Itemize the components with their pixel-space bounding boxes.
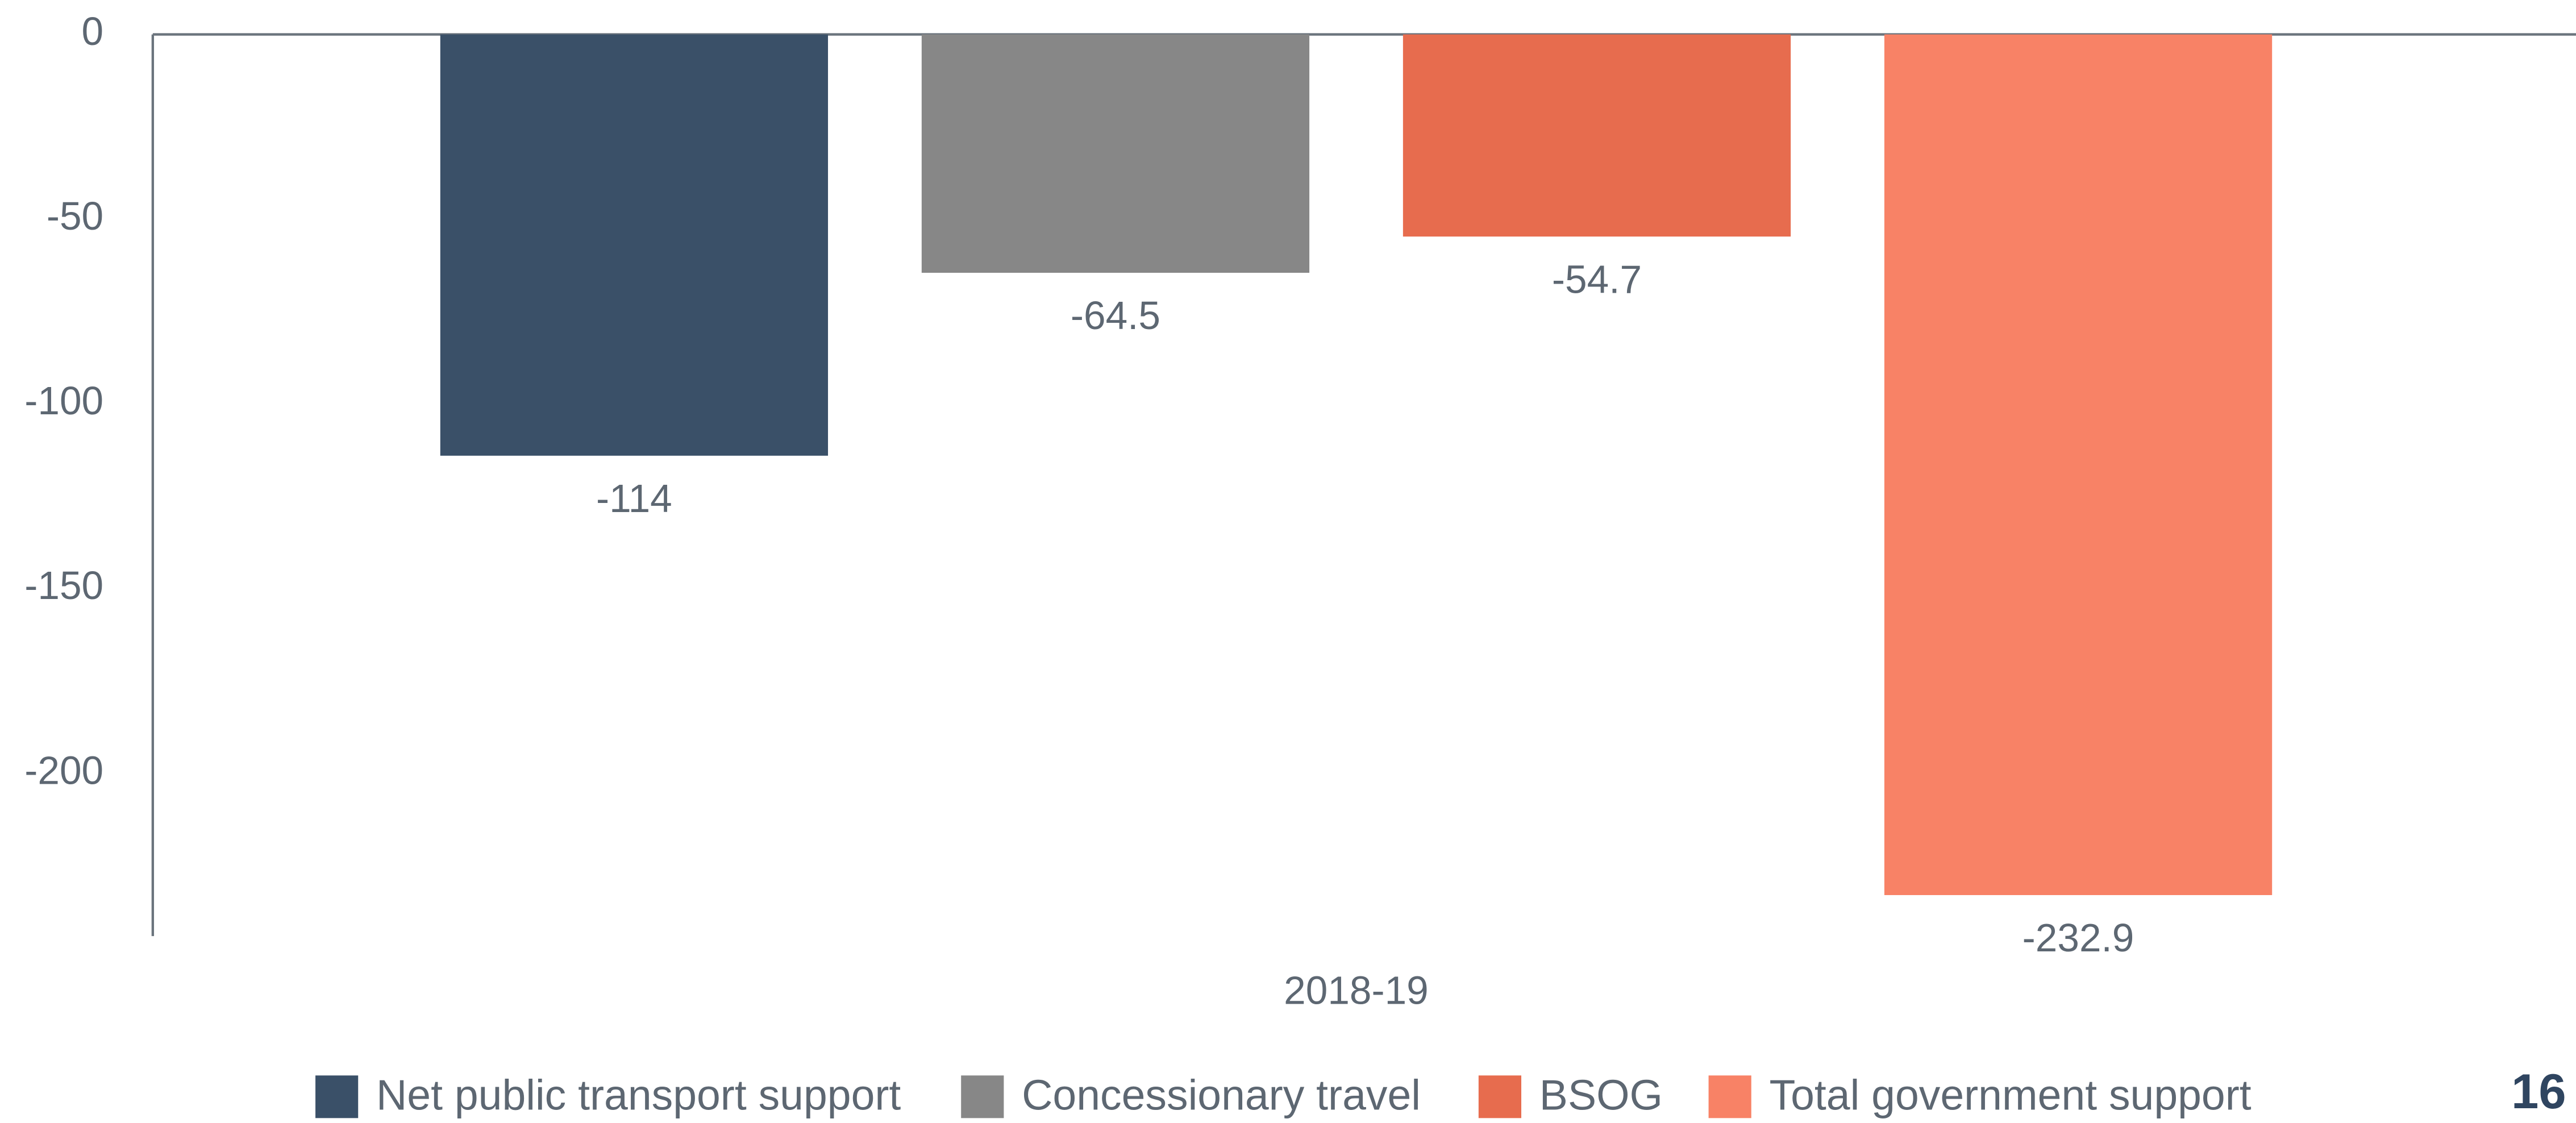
legend-swatch (1708, 1075, 1751, 1118)
legend-label: Total government support (1770, 1071, 2252, 1119)
y-tick-label: -150 (24, 563, 103, 608)
bar (921, 34, 1310, 273)
legend-label: Net public transport support (376, 1071, 901, 1119)
y-tick-label: -200 (24, 748, 103, 792)
legend-swatch (961, 1075, 1004, 1118)
y-tick-label: -100 (24, 379, 103, 423)
legend-swatch (1478, 1075, 1522, 1118)
bar (1403, 34, 1791, 237)
data-label: -114 (596, 476, 672, 521)
bar (1884, 34, 2273, 895)
data-label: -54.7 (1552, 257, 1642, 301)
y-tick-label: 0 (82, 9, 104, 53)
legend-label: BSOG (1539, 1071, 1663, 1119)
x-tick-label: 2018-19 (1284, 968, 1429, 1012)
legend-swatch (315, 1075, 359, 1118)
page-number: 16 (2511, 1064, 2566, 1119)
y-tick-label: -50 (47, 194, 103, 238)
bar (440, 34, 829, 456)
data-label: -64.5 (1071, 293, 1160, 338)
data-label: -232.9 (2022, 916, 2134, 960)
legend-label: Concessionary travel (1022, 1071, 1421, 1119)
